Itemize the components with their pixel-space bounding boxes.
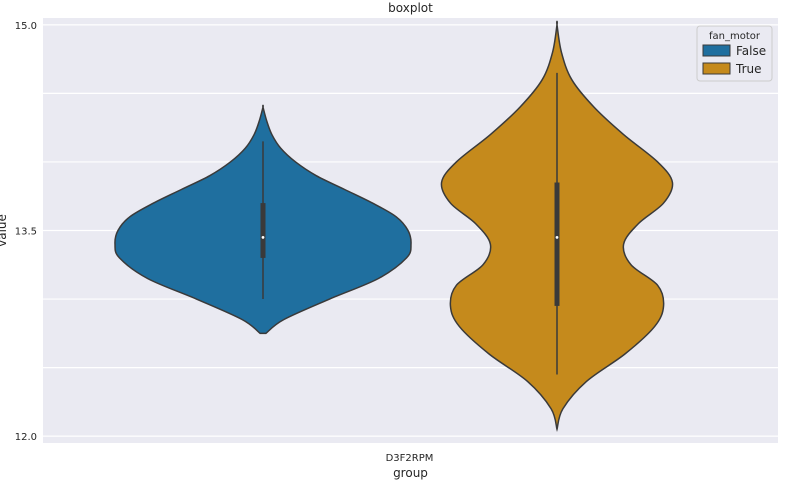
x-tick-label: D3F2RPM bbox=[386, 453, 434, 464]
legend-label-false: False bbox=[736, 44, 766, 58]
x-axis-label: group bbox=[393, 466, 428, 480]
legend-swatch-false bbox=[702, 44, 731, 57]
violin-iqr-box bbox=[554, 182, 560, 306]
legend-title: fan_motor bbox=[709, 31, 761, 42]
y-axis-label: value bbox=[0, 214, 9, 247]
legend-label-true: True bbox=[735, 62, 762, 76]
y-tick-label: 12.0 bbox=[15, 432, 37, 443]
violins-group bbox=[114, 20, 674, 433]
x-axis-ticks: D3F2RPM bbox=[386, 453, 434, 464]
legend: fan_motor False True bbox=[696, 25, 773, 82]
violin-iqr-box bbox=[260, 203, 266, 258]
y-axis-ticks: 12.0 13.5 15.0 bbox=[15, 21, 37, 443]
violin-median bbox=[261, 235, 265, 239]
violin-median bbox=[555, 235, 559, 239]
y-tick-label: 15.0 bbox=[15, 21, 37, 32]
legend-swatch-true bbox=[702, 62, 731, 75]
y-tick-label: 13.5 bbox=[15, 227, 37, 238]
legend-items: False True bbox=[702, 44, 766, 76]
chart-title: boxplot bbox=[388, 1, 433, 15]
